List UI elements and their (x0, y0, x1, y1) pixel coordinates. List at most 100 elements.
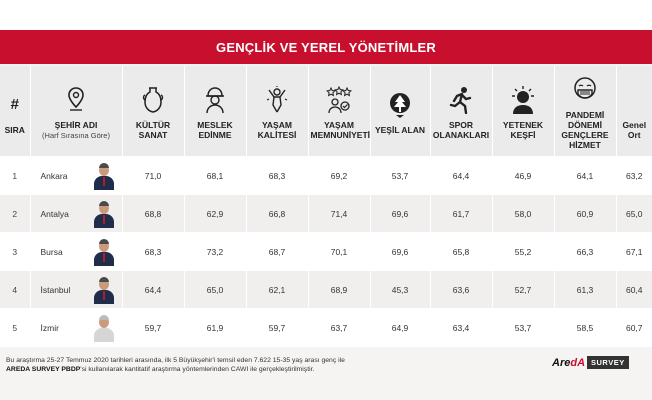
table-row: 3 Bursa 68,3 73,2 68,7 70,1 69,6 65,8 55… (0, 232, 652, 271)
location-pin-icon (31, 83, 122, 117)
kultur-cell: 59,7 (122, 308, 185, 347)
pandemi-cell: 58,5 (554, 308, 617, 347)
logo-text-part2: dA (570, 356, 586, 369)
yetenek-cell: 52,7 (492, 270, 555, 309)
spor-cell: 64,4 (430, 156, 493, 195)
city-cell: Antalya (30, 194, 123, 233)
meslek-cell: 61,9 (184, 308, 247, 347)
genel-cell: 65,0 (616, 194, 652, 233)
city-name: İzmir (40, 323, 59, 333)
meslek-cell: 65,0 (184, 270, 247, 309)
col-spor-header: SPOR OLANAKLARI (430, 66, 493, 157)
genel-cell: 67,1 (616, 232, 652, 271)
logo-text-part1: Are (552, 356, 571, 369)
col-yetenek-label: YETENEK KEŞFİ (502, 119, 544, 140)
logo-survey-badge: SURVEY (587, 356, 629, 369)
city-name: Bursa (40, 247, 63, 257)
celebrating-person-icon (247, 83, 308, 117)
col-kalite-label: YAŞAM KALİTESİ (257, 119, 297, 140)
footnote-line1: Bu araştırma 25-27 Temmuz 2020 tarihleri… (6, 357, 345, 364)
table-row: 1 Ankara 71,0 68,1 68,3 69,2 53,7 64,4 4… (0, 156, 652, 195)
col-city-label: ŞEHİR ADI (54, 119, 98, 130)
city-cell: Bursa (30, 232, 123, 271)
kalite-cell: 59,7 (246, 308, 309, 347)
col-rank-label: SIRA (4, 124, 25, 135)
kalite-cell: 62,1 (246, 270, 309, 309)
yesil-cell: 64,9 (370, 308, 431, 347)
col-spor-label: SPOR OLANAKLARI (432, 119, 490, 140)
col-genel-label: Genel Ort (622, 119, 647, 140)
spor-cell: 61,7 (430, 194, 493, 233)
rank-cell: 5 (0, 308, 31, 347)
spor-cell: 65,8 (430, 232, 493, 271)
spor-cell: 63,4 (430, 308, 493, 347)
results-table: # SIRA ŞEHİR ADI (Harf Sırasına Göre) KÜ… (0, 66, 652, 347)
col-city-sublabel: (Harf Sırasına Göre) (42, 130, 110, 140)
city-cell: Ankara (30, 156, 123, 195)
rank-cell: 2 (0, 194, 31, 233)
city-name: İstanbul (40, 285, 71, 295)
table-row: 4 İstanbul 64,4 65,0 62,1 68,9 45,3 63,6… (0, 270, 652, 309)
rank-cell: 1 (0, 156, 31, 195)
meslek-cell: 68,1 (184, 156, 247, 195)
footnote: Bu araştırma 25-27 Temmuz 2020 tarihleri… (6, 356, 436, 374)
table-header-row: # SIRA ŞEHİR ADI (Harf Sırasına Göre) KÜ… (0, 66, 652, 157)
memnuniyet-cell: 69,2 (308, 156, 371, 195)
kalite-cell: 68,7 (246, 232, 309, 271)
pandemi-cell: 66,3 (554, 232, 617, 271)
rank-cell: 4 (0, 270, 31, 309)
col-kalite-header: YAŞAM KALİTESİ (246, 66, 309, 157)
col-kultur-header: KÜLTÜR SANAT (122, 66, 185, 157)
meslek-cell: 73,2 (184, 232, 247, 271)
col-memnuniyet-header: YAŞAM MEMNUNİYETİ (308, 66, 371, 157)
col-city-header: ŞEHİR ADI (Harf Sırasına Göre) (30, 66, 123, 157)
pandemi-cell: 60,9 (554, 194, 617, 233)
yetenek-cell: 46,9 (492, 156, 555, 195)
meslek-cell: 62,9 (184, 194, 247, 233)
memnuniyet-cell: 68,9 (308, 270, 371, 309)
city-name: Antalya (40, 209, 69, 219)
memnuniyet-cell: 71,4 (308, 194, 371, 233)
worker-icon (185, 83, 246, 117)
city-cell: İstanbul (30, 270, 123, 309)
mayor-avatar (93, 238, 114, 266)
col-memnuniyet-label: YAŞAM MEMNUNİYETİ (310, 119, 371, 140)
genel-cell: 60,4 (616, 270, 652, 309)
city-name: Ankara (40, 171, 68, 181)
tree-location-icon (371, 88, 430, 122)
col-kultur-label: KÜLTÜR SANAT (135, 119, 171, 140)
memnuniyet-cell: 63,7 (308, 308, 371, 347)
kultur-cell: 64,4 (122, 270, 185, 309)
kultur-cell: 71,0 (122, 156, 185, 195)
kalite-cell: 68,3 (246, 156, 309, 195)
col-meslek-label: MESLEK EDİNME (197, 119, 233, 140)
kultur-cell: 68,8 (122, 194, 185, 233)
memnuniyet-cell: 70,1 (308, 232, 371, 271)
city-cell: İzmir (30, 308, 123, 347)
areda-survey-logo: Are dA SURVEY (552, 356, 629, 369)
col-yesil-label: YEŞİL ALAN (374, 124, 426, 135)
spor-cell: 63,6 (430, 270, 493, 309)
mayor-avatar (93, 276, 114, 304)
pandemi-cell: 61,3 (554, 270, 617, 309)
kalite-cell: 66,8 (246, 194, 309, 233)
yesil-cell: 69,6 (370, 232, 431, 271)
col-yesil-header: YEŞİL ALAN (370, 66, 431, 157)
kultur-cell: 68,3 (122, 232, 185, 271)
talent-person-icon (493, 83, 554, 117)
col-meslek-header: MESLEK EDİNME (184, 66, 247, 157)
col-genel-header: Genel Ort (616, 66, 652, 157)
mayor-avatar (93, 314, 114, 342)
yesil-cell: 45,3 (370, 270, 431, 309)
col-rank-header: # SIRA (0, 66, 31, 157)
yetenek-cell: 55,2 (492, 232, 555, 271)
col-pandemi-label: PANDEMİ DÖNEMİ GENÇLERE HİZMET (561, 109, 609, 150)
mayor-avatar (93, 200, 114, 228)
pandemi-cell: 64,1 (554, 156, 617, 195)
genel-cell: 60,7 (616, 308, 652, 347)
masked-person-icon (555, 73, 616, 107)
footnote-line2: 'si kullanılarak kantitatif araştırma yö… (80, 366, 315, 373)
page-title: GENÇLİK VE YEREL YÖNETİMLER (0, 30, 652, 64)
rank-cell: 3 (0, 232, 31, 271)
col-yetenek-header: YETENEK KEŞFİ (492, 66, 555, 157)
